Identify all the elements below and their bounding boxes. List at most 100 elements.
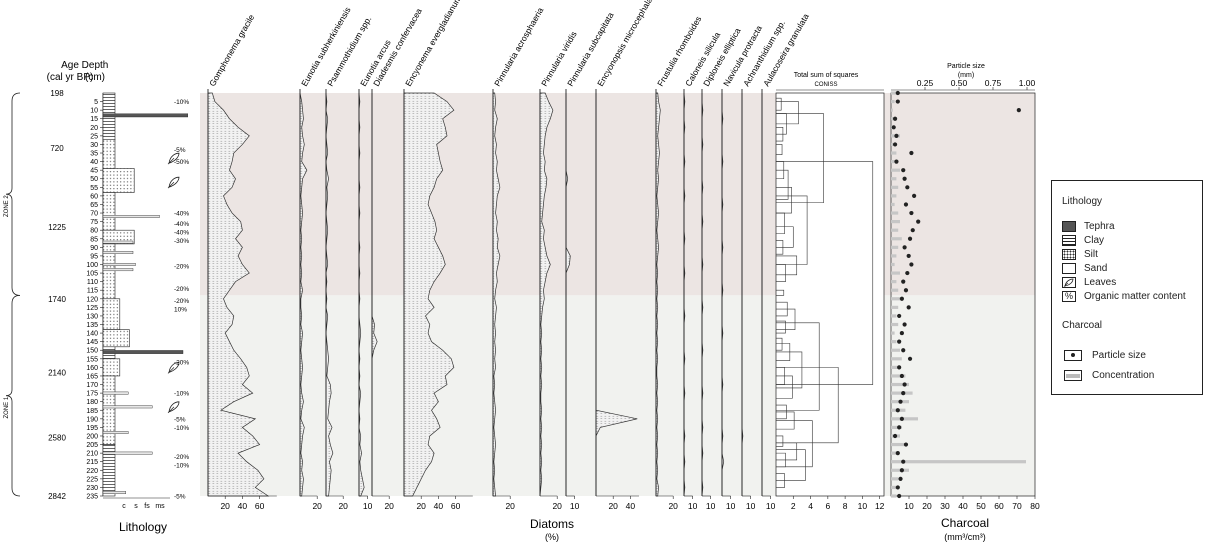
depth-tick-label: 95 (90, 253, 98, 260)
taxon-tick-label: 20 (220, 501, 230, 511)
particle-size-dot (916, 219, 921, 224)
thin-band (102, 491, 126, 494)
concentration-bar (891, 477, 899, 481)
concentration-bar (891, 91, 897, 95)
depth-tick-label: 5 (94, 99, 98, 106)
depth-tick-label: 85 (90, 236, 98, 243)
depth-tick-label: 35 (90, 151, 98, 158)
organic-matter-label: -20% (174, 298, 189, 305)
concentration-bar (891, 425, 902, 430)
lithology-column: c s fs ms-10%-5%-50%-40%-40%-40%-30%-20%-20… (102, 92, 189, 510)
concentration-bar (891, 297, 900, 301)
legend-label: Leaves (1084, 276, 1117, 288)
tephra-band (102, 350, 184, 354)
organic-matter-label: -5% (174, 416, 186, 423)
particle-size-dot (905, 185, 910, 190)
concentration-bar (891, 322, 899, 327)
leaf-icon (1062, 276, 1076, 288)
particle-size-dot (901, 168, 906, 173)
depth-tick-label: 220 (86, 468, 98, 475)
depth-tick-label: 145 (86, 339, 98, 346)
dendrogram-branch (776, 97, 782, 111)
coniss-tick-label: 8 (843, 501, 848, 511)
dendrogram-branch (776, 113, 824, 204)
lithology-layer (102, 139, 116, 169)
lithology-layer (102, 375, 116, 445)
taxon-tick-label: 10 (363, 501, 373, 511)
zone-brace (5, 294, 21, 497)
particle-size-dot (912, 193, 917, 198)
leaf-stem (167, 157, 175, 165)
organic-matter-label: -20% (174, 454, 189, 461)
thin-band (102, 405, 153, 409)
concentration-tick-label: 10 (904, 501, 914, 511)
dendrogram-branch (776, 375, 793, 399)
coniss-tick-label: 10 (858, 501, 868, 511)
thin-band (102, 268, 134, 272)
particle-size-dot (895, 408, 900, 413)
concentration-bar (891, 357, 902, 361)
legend-label: Sand (1084, 262, 1108, 274)
particle-size-dot (899, 468, 904, 473)
taxon-tick-label: 10 (706, 501, 716, 511)
depth-tick-label: 195 (86, 425, 98, 432)
legend-label: Tephra (1084, 220, 1115, 232)
depth-tick-label: 45 (90, 168, 98, 175)
legend-item-concentration: Concentration (1064, 368, 1154, 382)
depth-tick-label: 175 (86, 391, 98, 398)
concentration-tick-label: 20 (922, 501, 932, 511)
taxon-tick-label: 10 (766, 501, 776, 511)
particle-size-dot (895, 99, 900, 104)
particle-size-dot (899, 373, 904, 379)
concentration-bar (891, 262, 895, 267)
depth-tick-label: 165 (86, 373, 98, 380)
concentration-bar (891, 382, 909, 387)
particle-size-tick-label: 0.50 (951, 78, 968, 88)
legend: Lithology Tephra Clay Silt Sand Leaves %… (1051, 180, 1203, 395)
taxon-curve (299, 92, 308, 497)
depth-tick-label: 110 (87, 279, 98, 286)
concentration-tick-label: 40 (958, 501, 968, 511)
depth-tick-label: 25 (90, 133, 98, 140)
particle-size-dot (903, 442, 909, 447)
concentration-bar (891, 159, 895, 164)
concentration-bar (891, 494, 897, 498)
particle-size-dot (899, 416, 904, 421)
concentration-bar (891, 194, 897, 198)
concentration-bar-icon (1064, 369, 1082, 381)
dendrogram-branch (776, 367, 839, 444)
concentration-bar (891, 185, 899, 189)
particle-size-dot (901, 279, 906, 284)
concentration-bar (891, 442, 906, 447)
age-axis-unit: (cal yr BP) (47, 72, 94, 83)
grain-size-label: s (134, 503, 138, 510)
particle-size-dot (894, 133, 899, 138)
depth-tick-label: 155 (86, 356, 98, 363)
particle-size-dot (897, 365, 902, 370)
concentration-bar (891, 451, 899, 455)
tephra-swatch (1062, 220, 1076, 232)
particle-size-dot (909, 150, 914, 156)
concentration-bar (891, 99, 895, 104)
thin-band (102, 215, 160, 218)
particle-size-dot (910, 228, 915, 233)
dendrogram-branch (776, 449, 806, 481)
legend-item-organic: % Organic matter content (1062, 289, 1186, 303)
dendrogram-branch (776, 308, 796, 330)
concentration-bar (891, 485, 897, 490)
dendrogram-branch (776, 255, 798, 276)
depth-tick-label: 15 (90, 116, 98, 123)
particle-size-dot (909, 210, 914, 216)
depth-tick-label: 235 (86, 494, 98, 501)
concentration-bar (891, 417, 918, 421)
depth-tick-label: 90 (90, 245, 98, 252)
depth-tick-label: 115 (87, 288, 98, 295)
age-label: 2140 (48, 369, 66, 378)
organic-matter-label: -10% (174, 99, 189, 106)
particle-size-unit: (mm) (958, 72, 974, 79)
organic-matter-label: 10% (174, 307, 187, 314)
lithology-layer (102, 192, 116, 231)
thin-band (102, 431, 129, 434)
depth-tick-label: 100 (86, 262, 98, 269)
taxon-curve (539, 92, 554, 497)
